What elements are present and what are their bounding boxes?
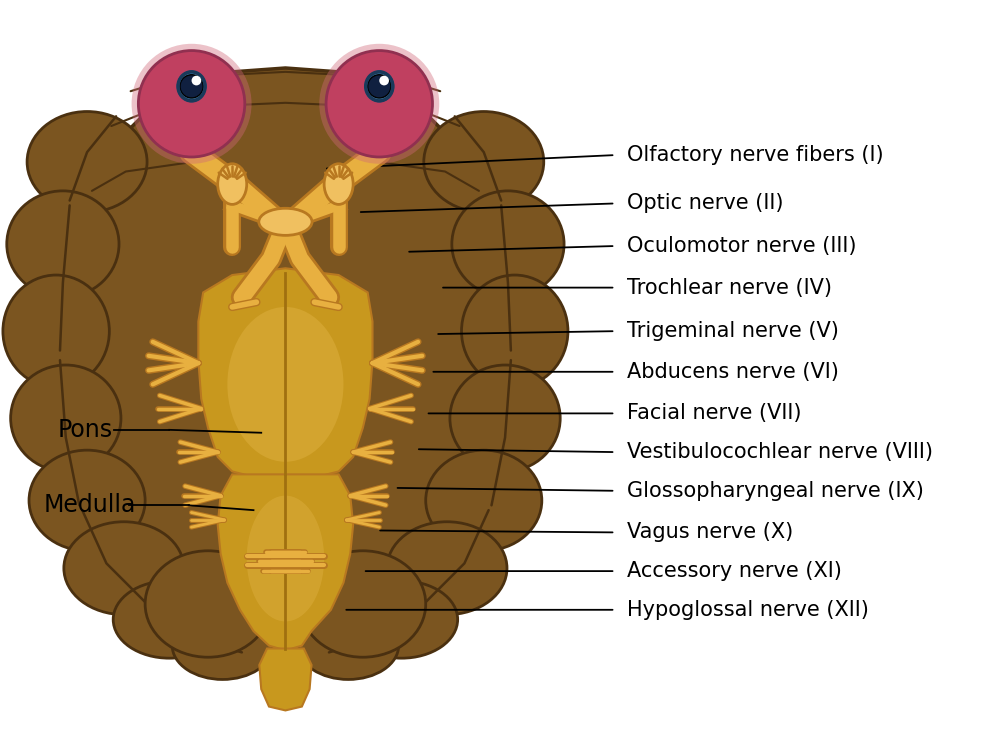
- Ellipse shape: [178, 72, 205, 101]
- Ellipse shape: [259, 208, 312, 235]
- Text: Abducens nerve (VI): Abducens nerve (VI): [627, 362, 839, 382]
- Text: Glossopharyngeal nerve (IX): Glossopharyngeal nerve (IX): [627, 481, 924, 501]
- Ellipse shape: [450, 365, 560, 471]
- Ellipse shape: [64, 522, 184, 615]
- Ellipse shape: [3, 275, 109, 387]
- Ellipse shape: [227, 307, 343, 462]
- Circle shape: [319, 44, 439, 164]
- Ellipse shape: [11, 365, 121, 471]
- Text: Trochlear nerve (IV): Trochlear nerve (IV): [627, 278, 832, 298]
- Ellipse shape: [27, 112, 147, 212]
- Text: Accessory nerve (XI): Accessory nerve (XI): [627, 561, 842, 581]
- Polygon shape: [53, 68, 518, 663]
- Polygon shape: [259, 648, 312, 711]
- Ellipse shape: [387, 522, 507, 615]
- Circle shape: [138, 50, 245, 157]
- Text: Pons: Pons: [58, 418, 113, 442]
- Ellipse shape: [145, 550, 271, 657]
- Ellipse shape: [324, 164, 353, 205]
- Ellipse shape: [300, 550, 426, 657]
- Ellipse shape: [452, 191, 564, 298]
- Text: Oculomotor nerve (III): Oculomotor nerve (III): [627, 236, 856, 256]
- Circle shape: [192, 76, 201, 86]
- Ellipse shape: [172, 612, 273, 680]
- Text: Vestibulocochlear nerve (VIII): Vestibulocochlear nerve (VIII): [627, 442, 933, 462]
- Ellipse shape: [462, 275, 568, 387]
- Polygon shape: [198, 268, 373, 477]
- Ellipse shape: [247, 496, 324, 621]
- Ellipse shape: [345, 580, 458, 658]
- Text: Olfactory nerve fibers (I): Olfactory nerve fibers (I): [627, 145, 884, 165]
- Circle shape: [326, 50, 432, 157]
- Ellipse shape: [113, 580, 225, 658]
- Circle shape: [368, 75, 391, 98]
- Text: Vagus nerve (X): Vagus nerve (X): [627, 523, 793, 542]
- Text: Optic nerve (II): Optic nerve (II): [627, 194, 783, 213]
- Ellipse shape: [29, 450, 145, 550]
- Ellipse shape: [366, 72, 393, 101]
- Ellipse shape: [426, 450, 542, 550]
- Polygon shape: [218, 474, 353, 651]
- Circle shape: [379, 76, 389, 86]
- Text: Hypoglossal nerve (XII): Hypoglossal nerve (XII): [627, 600, 869, 620]
- Ellipse shape: [424, 112, 544, 212]
- Text: Trigeminal nerve (V): Trigeminal nerve (V): [627, 321, 839, 341]
- Circle shape: [132, 44, 252, 164]
- Ellipse shape: [7, 191, 119, 298]
- Ellipse shape: [218, 164, 247, 205]
- Ellipse shape: [298, 612, 399, 680]
- Circle shape: [180, 75, 203, 98]
- Text: Medulla: Medulla: [44, 493, 136, 518]
- Text: Facial nerve (VII): Facial nerve (VII): [627, 404, 801, 423]
